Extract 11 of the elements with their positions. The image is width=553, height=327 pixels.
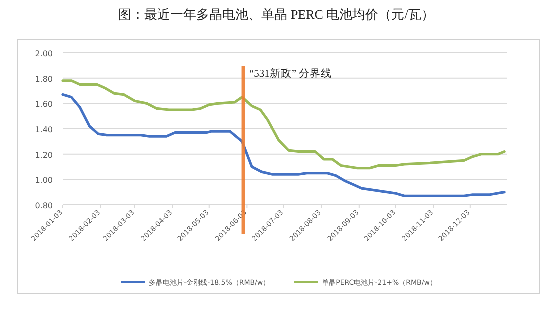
line-series: [62, 94, 506, 198]
chart-title: 图：最近一年多晶电池、单晶 PERC 电池均价（元/瓦）: [118, 7, 434, 22]
y-tick-label: 1.80: [35, 74, 53, 84]
line-series: [62, 80, 506, 170]
y-tick-label: 0.80: [35, 202, 53, 210]
y-tick-label: 1.20: [35, 150, 53, 160]
y-tick-label: 1.00: [35, 176, 53, 186]
y-tick-label: 1.40: [35, 126, 53, 134]
y-tick-label: 1.60: [35, 100, 53, 110]
ref-line-label: “531新政” 分界线: [250, 67, 332, 80]
y-tick-label: 2.00: [35, 50, 53, 58]
